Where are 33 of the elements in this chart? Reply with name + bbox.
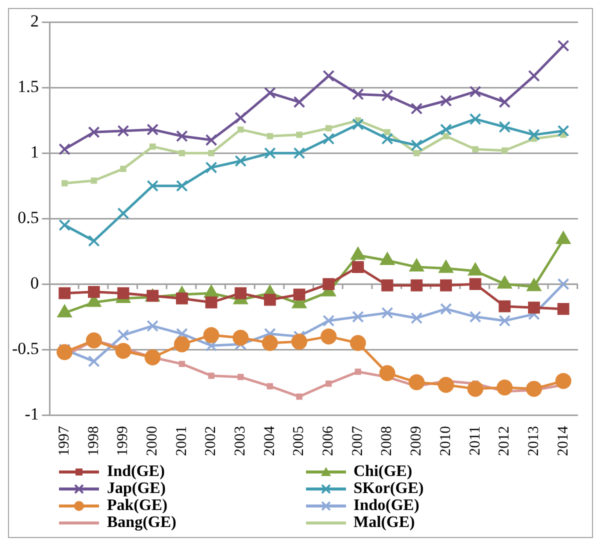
x-tick-label: 2014 <box>555 426 572 456</box>
x-tick-label: 2008 <box>379 426 396 456</box>
x-tick-label: 2013 <box>526 426 542 456</box>
legend-label: Ind(GE) <box>107 463 165 480</box>
x-tick-label: 2002 <box>203 426 220 456</box>
x-tick-label: 2012 <box>496 426 513 456</box>
y-tick-label: 0.5 <box>18 208 39 228</box>
legend-label: Pak(GE) <box>107 497 168 514</box>
x-tick-label: 2009 <box>408 426 425 456</box>
legend-label: SKor(GE) <box>354 480 424 497</box>
y-tick-label: 1.5 <box>18 77 39 96</box>
x-tick-label: 2011 <box>467 426 484 456</box>
legend-label: Bang(GE) <box>107 514 176 531</box>
y-tick-label: -1 <box>24 404 39 424</box>
x-tick-label: 2001 <box>174 426 190 456</box>
x-tick-label: 2004 <box>262 426 278 456</box>
y-tick-label: 1 <box>30 142 39 162</box>
x-tick-label: 2003 <box>232 426 249 456</box>
x-tick-label: 2007 <box>350 426 366 456</box>
legend-label: Mal(GE) <box>354 514 415 531</box>
x-tick-label: 2000 <box>144 426 161 456</box>
legend-label: Jap(GE) <box>107 480 166 497</box>
x-tick-label: 1999 <box>115 426 132 456</box>
legend-label: Indo(GE) <box>354 497 420 514</box>
y-tick-label: -0.5 <box>12 339 39 358</box>
x-tick-label: 2005 <box>291 426 308 456</box>
x-tick-label: 2006 <box>320 426 337 456</box>
x-tick-label: 1998 <box>86 426 102 456</box>
x-tick-label: 1997 <box>56 426 73 456</box>
legend-label: Chi(GE) <box>354 463 412 480</box>
x-tick-label: 2010 <box>438 426 454 456</box>
y-tick-label: 2 <box>30 12 39 31</box>
y-tick-label: 0 <box>30 274 39 293</box>
